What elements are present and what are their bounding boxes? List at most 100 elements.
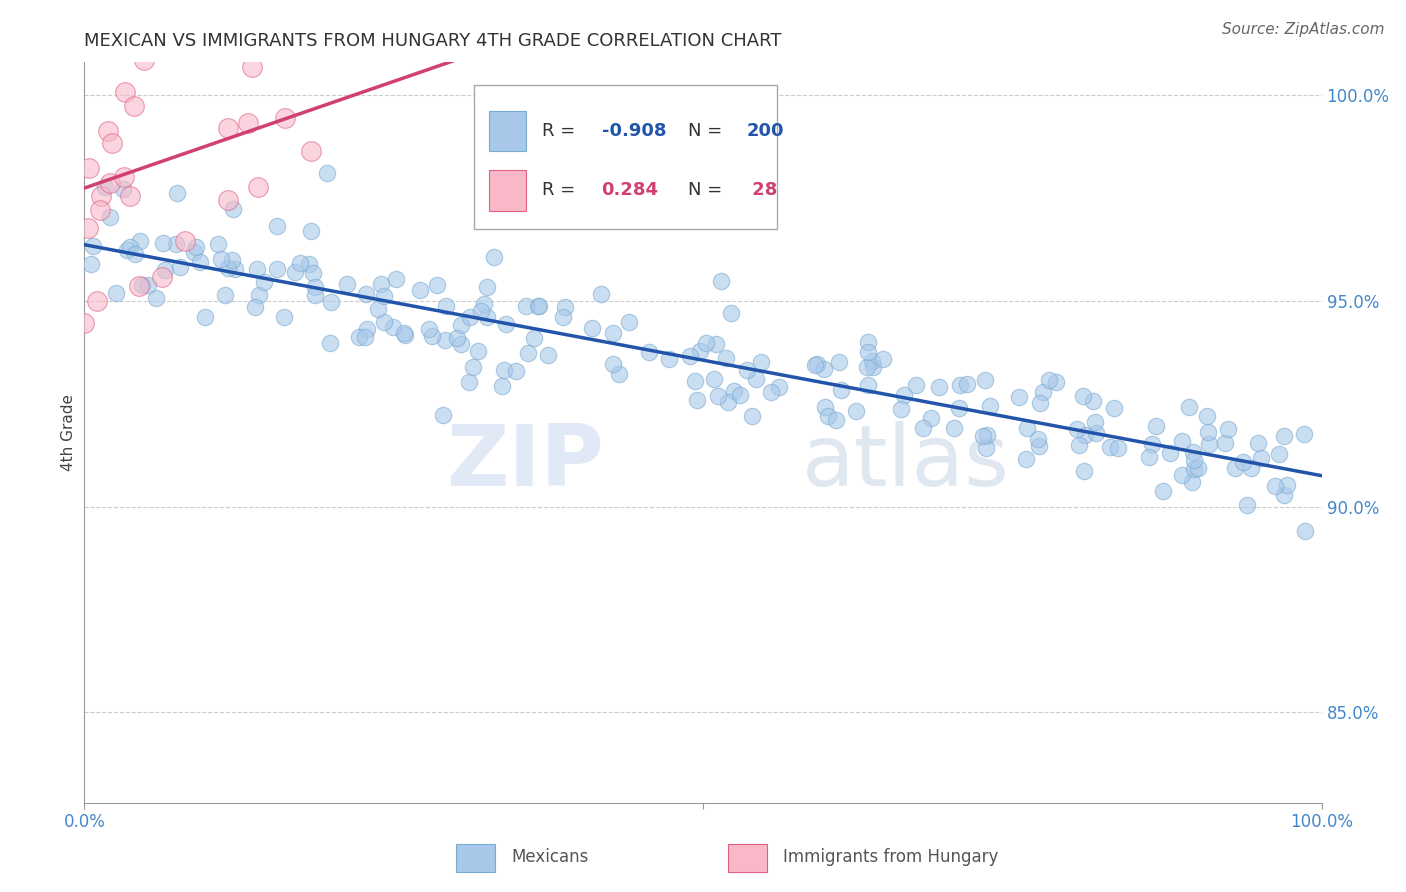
Point — [845, 403, 868, 417]
Point — [273, 310, 295, 324]
Point — [169, 260, 191, 275]
Point — [214, 288, 236, 302]
Point — [858, 345, 880, 359]
Point — [153, 262, 176, 277]
Point — [266, 219, 288, 233]
Point — [1159, 446, 1181, 460]
Text: Mexicans: Mexicans — [512, 848, 589, 866]
Point — [1232, 455, 1254, 469]
Point — [128, 279, 150, 293]
Point — [1275, 478, 1298, 492]
Point — [299, 144, 322, 158]
Point — [1187, 461, 1209, 475]
Point — [221, 202, 243, 217]
Point — [135, 30, 157, 45]
Point — [174, 234, 197, 248]
Point — [920, 411, 942, 425]
Point — [240, 60, 263, 74]
Text: ZIP: ZIP — [446, 421, 605, 504]
Point — [806, 357, 828, 371]
Point — [710, 274, 733, 288]
Point — [761, 385, 783, 400]
Point — [1184, 461, 1206, 475]
Point — [860, 354, 883, 368]
Point — [704, 337, 727, 351]
Point — [288, 256, 311, 270]
Point — [741, 409, 763, 423]
Point — [745, 372, 768, 386]
Point — [817, 409, 839, 423]
FancyBboxPatch shape — [474, 85, 778, 229]
Point — [82, 239, 104, 253]
Point — [434, 299, 457, 313]
Point — [1182, 445, 1205, 459]
Point — [114, 85, 136, 99]
Point — [77, 161, 100, 175]
Point — [1197, 409, 1219, 423]
Point — [470, 304, 492, 318]
Point — [467, 344, 489, 359]
Point — [1180, 475, 1202, 489]
Text: 200: 200 — [747, 122, 783, 140]
Point — [976, 441, 998, 455]
Text: -0.908: -0.908 — [602, 122, 666, 140]
Point — [1028, 439, 1050, 453]
Point — [373, 288, 395, 302]
Point — [723, 384, 745, 399]
Point — [409, 283, 432, 297]
Point — [637, 344, 659, 359]
Point — [145, 291, 167, 305]
Point — [827, 355, 849, 369]
Point — [86, 294, 108, 309]
Point — [152, 235, 174, 250]
Point — [1045, 376, 1067, 390]
Point — [949, 378, 972, 392]
Point — [224, 262, 246, 277]
Point — [1026, 432, 1049, 446]
Point — [89, 203, 111, 218]
Point — [589, 287, 612, 301]
Point — [247, 288, 270, 302]
Bar — [728, 844, 768, 871]
Text: 0.284: 0.284 — [602, 181, 658, 199]
Point — [1272, 429, 1295, 443]
Point — [516, 345, 538, 359]
Point — [420, 329, 443, 343]
Point — [872, 352, 894, 367]
Point — [458, 310, 481, 325]
Point — [1152, 484, 1174, 499]
Point — [194, 310, 217, 325]
Point — [131, 278, 153, 293]
Point — [1292, 426, 1315, 441]
Point — [526, 299, 548, 313]
Point — [505, 364, 527, 378]
Point — [1073, 464, 1095, 478]
Text: R =: R = — [543, 122, 581, 140]
Point — [152, 270, 174, 285]
Point — [217, 260, 239, 275]
Point — [94, 179, 117, 194]
Point — [707, 389, 730, 403]
Point — [689, 343, 711, 358]
Point — [298, 257, 321, 271]
Text: 28: 28 — [747, 181, 778, 199]
Point — [112, 182, 135, 196]
Point — [749, 355, 772, 369]
Point — [446, 331, 468, 345]
Point — [491, 378, 513, 392]
Point — [735, 363, 758, 377]
Point — [1073, 428, 1095, 442]
Point — [475, 310, 498, 324]
Point — [1084, 415, 1107, 429]
Point — [426, 278, 449, 293]
Point — [537, 348, 560, 362]
Point — [768, 379, 790, 393]
Point — [1144, 418, 1167, 433]
Point — [529, 300, 551, 314]
Point — [893, 387, 915, 401]
Point — [1107, 442, 1129, 456]
Text: N =: N = — [688, 181, 734, 199]
Point — [321, 294, 343, 309]
Point — [315, 166, 337, 180]
Point — [554, 300, 576, 314]
